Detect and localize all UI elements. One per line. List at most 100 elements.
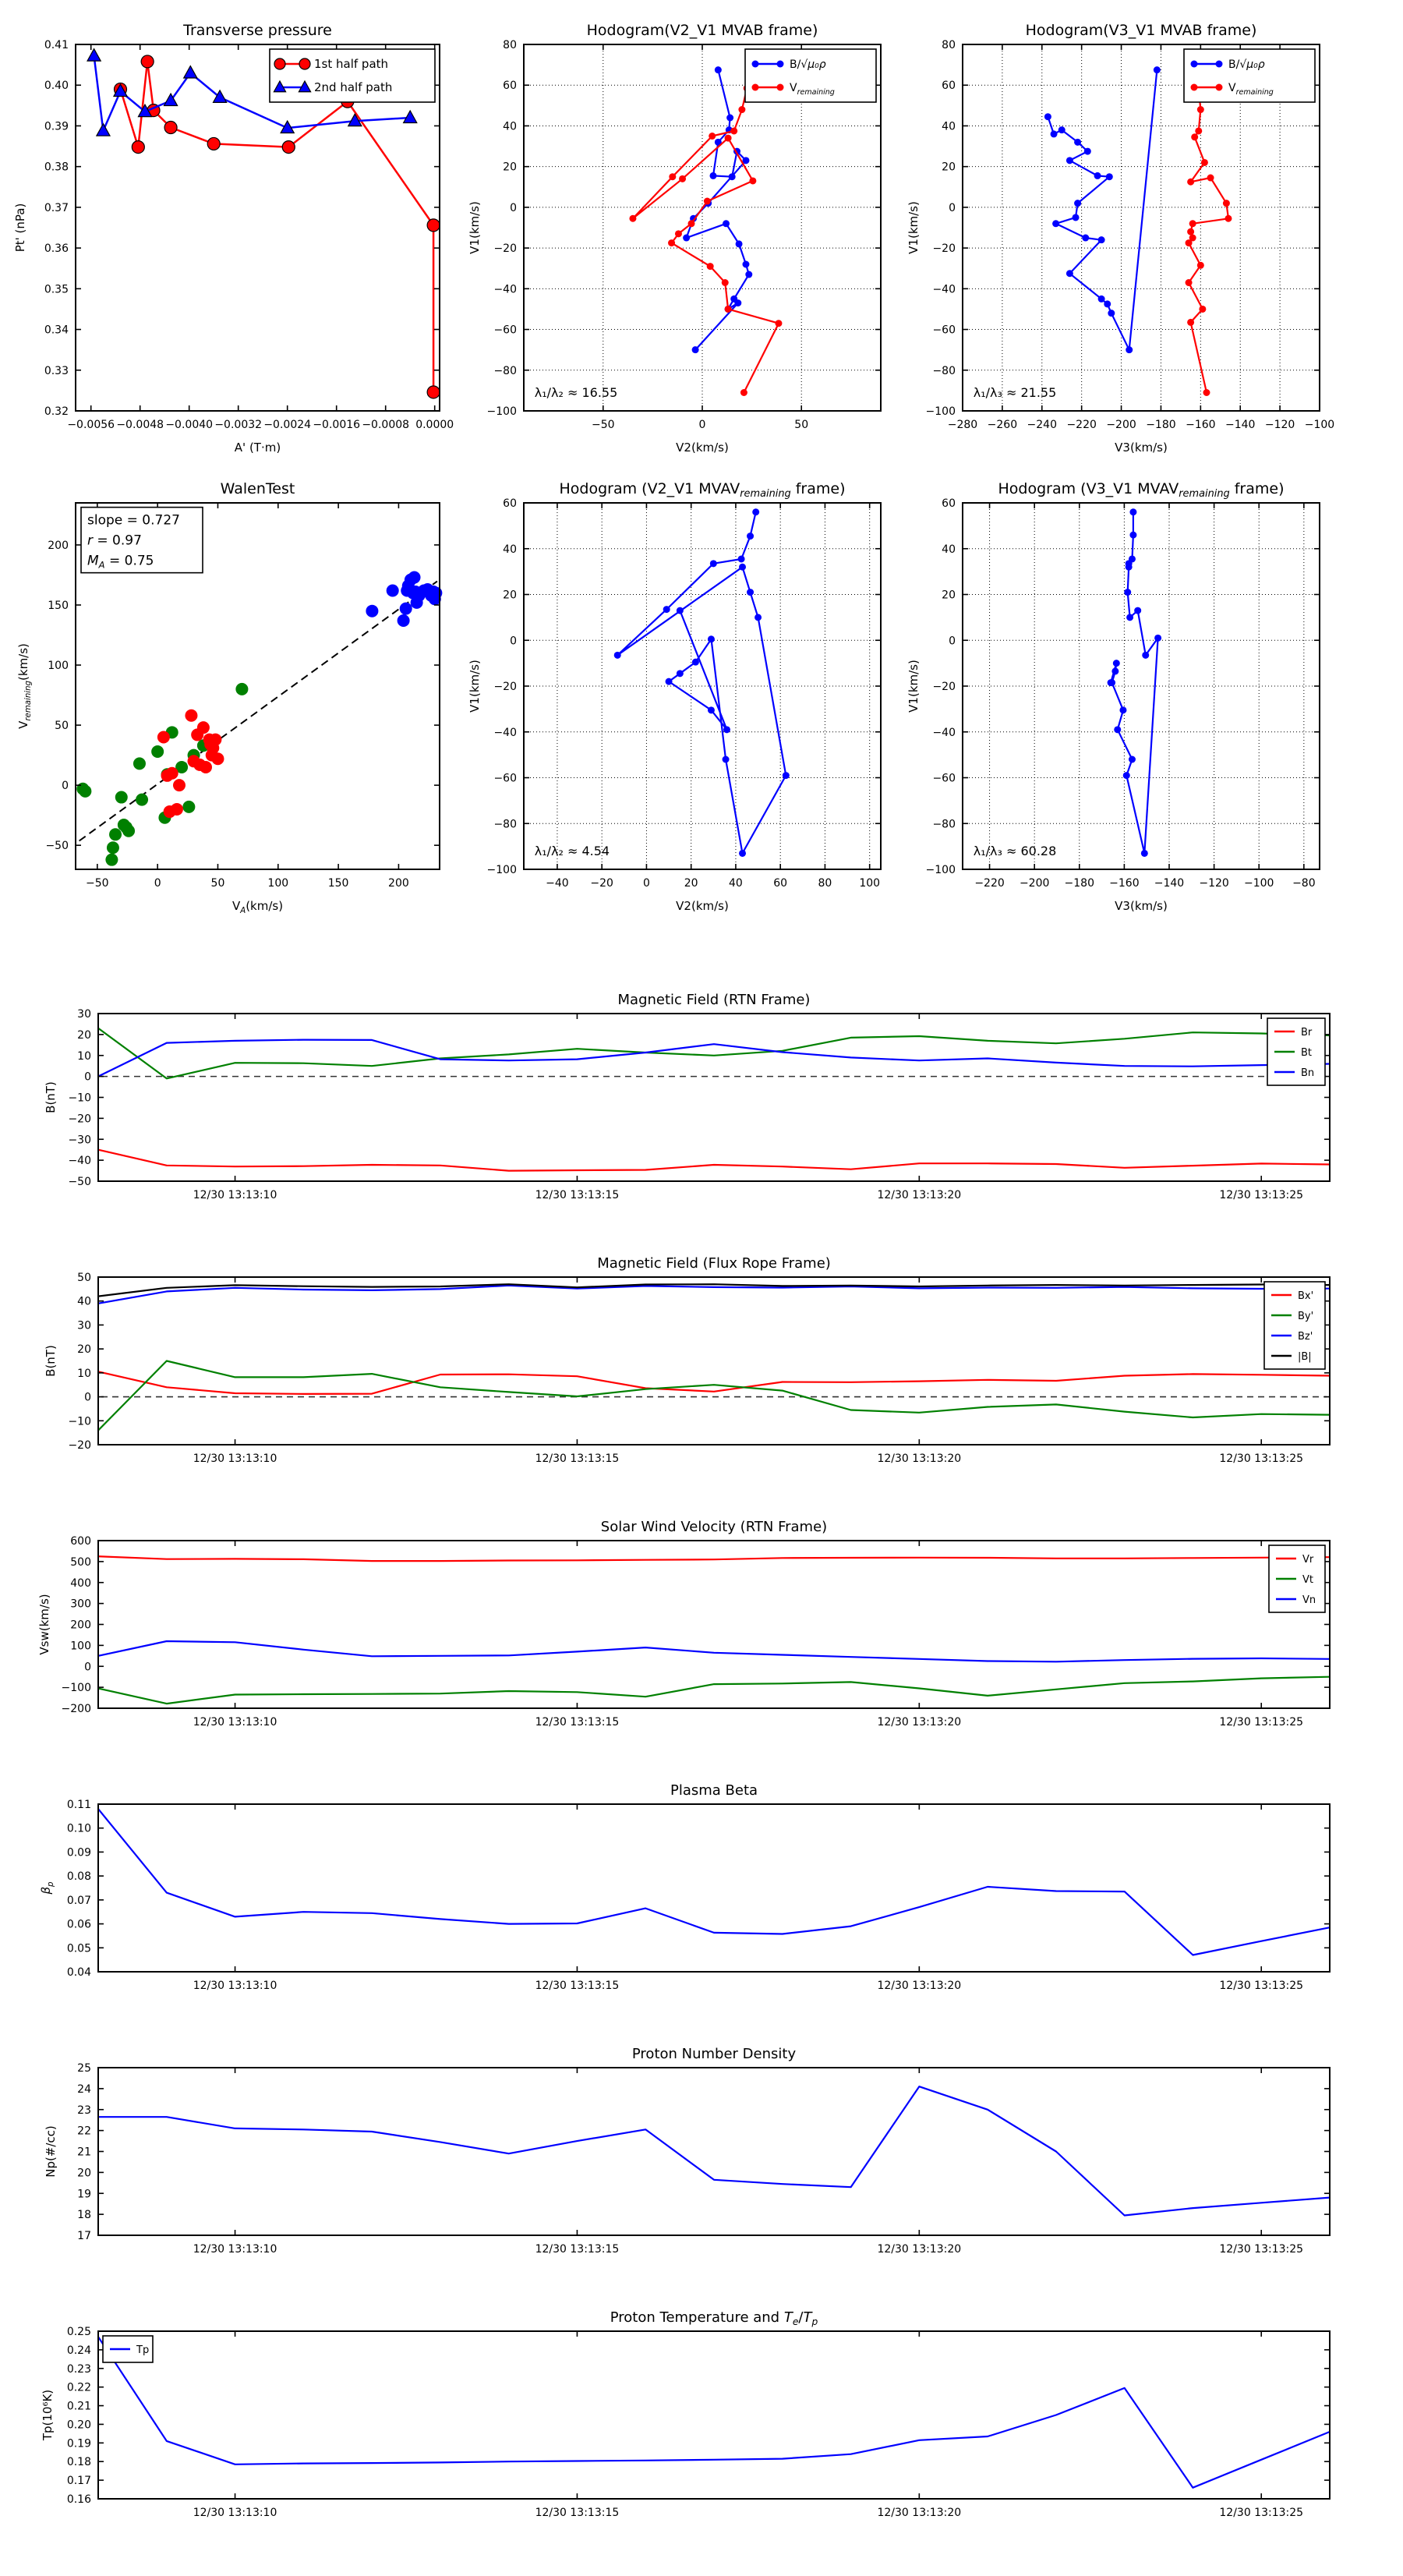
plot-magnetic-field-flux-rope: 12/30 13:13:10 12/30 13:13:15 12/30 13:13:…: [44, 1255, 1331, 1465]
svg-text:60: 60: [503, 497, 517, 510]
series-fit-slope-0-727: [79, 580, 438, 842]
svg-text:MA = 0.75: MA = 0.75: [87, 554, 154, 571]
plot-title: Proton Number Density: [632, 2046, 797, 2062]
series--b-: [97, 1283, 1331, 1297]
svg-text:80: 80: [503, 39, 517, 51]
svg-text:−80: −80: [493, 365, 517, 377]
svg-text:−40: −40: [546, 877, 569, 890]
series-mid-points: [157, 709, 224, 819]
svg-text:60: 60: [942, 80, 956, 92]
svg-text:30: 30: [77, 1319, 91, 1332]
lambda-ratio-annotation: λ₁/λ₂ ≈ 4.54: [535, 844, 610, 858]
legend: Vr Vt Vn: [1268, 1545, 1326, 1613]
lambda-ratio-annotation: λ₁/λ₂ ≈ 16.55: [535, 385, 618, 400]
series-b-sqrt-mu0-rho-: [1044, 66, 1161, 354]
plot-title: Plasma Beta: [670, 1782, 758, 1799]
svg-text:−80: −80: [493, 818, 517, 830]
svg-text:0: 0: [62, 780, 69, 792]
lambda-ratio-annotation: λ₁/λ₃ ≈ 60.28: [974, 844, 1057, 858]
ticks: [98, 2067, 1330, 2236]
svg-text:0.11: 0.11: [67, 1799, 91, 1811]
svg-text:−50: −50: [86, 877, 109, 890]
svg-text:20: 20: [77, 1029, 91, 1042]
svg-text:12/30 13:13:10: 12/30 13:13:10: [193, 2243, 277, 2256]
svg-text:0.17: 0.17: [67, 2475, 91, 2487]
svg-text:80: 80: [942, 39, 956, 51]
tick-labels: −40 −20 0 20 40 60 80 100 −100 −80 −60 −40 −20 0 20 40 6…: [487, 497, 881, 890]
svg-text:12/30 13:13:15: 12/30 13:13:15: [535, 1716, 620, 1729]
svg-text:−140: −140: [1154, 877, 1184, 890]
plot-title: WalenTest: [221, 480, 295, 497]
svg-text:0.22: 0.22: [67, 2382, 91, 2394]
svg-text:−40: −40: [68, 1155, 91, 1167]
plot-hodogram-v3v1-mvav: −220 −200 −180 −160 −140 −120 −100 −80−100−80−6…: [906, 480, 1320, 913]
svg-text:20: 20: [684, 877, 698, 890]
svg-text:12/30 13:13:25: 12/30 13:13:25: [1219, 1980, 1303, 1992]
svg-text:−200: −200: [1106, 419, 1136, 431]
plot-magnetic-field-rtn: 12/30 13:13:10 12/30 13:13:15 12/30 13:13:…: [44, 992, 1331, 1201]
svg-text:0.40: 0.40: [44, 80, 69, 92]
tick-labels: −220 −200 −180 −160 −140 −120 −100 −80−100−80−6…: [926, 497, 1316, 890]
series-bx-: [97, 1371, 1331, 1396]
plot-transverse-pressure: −0.0056 −0.0048 −0.0040 −0.0032 −0.0024 −0.00…: [13, 22, 454, 455]
svg-text:0.06: 0.06: [67, 1919, 91, 1931]
svg-text:−0.0016: −0.0016: [313, 419, 360, 431]
svg-text:40: 40: [729, 877, 743, 890]
svg-text:Vremaining: Vremaining: [1228, 82, 1274, 97]
svg-text:200: 200: [48, 540, 69, 552]
svg-text:25: 25: [77, 2062, 91, 2075]
svg-text:−160: −160: [1109, 877, 1139, 890]
svg-text:slope = 0.727: slope = 0.727: [87, 513, 180, 529]
ticks: [98, 1276, 1330, 1445]
svg-text:−100: −100: [487, 405, 517, 418]
x-axis-label: VA(km/s): [232, 899, 283, 915]
grid: [963, 44, 1320, 411]
svg-text:−200: −200: [1020, 877, 1049, 890]
svg-text:0.36: 0.36: [44, 242, 69, 255]
series-br: [97, 1148, 1331, 1172]
svg-text:−20: −20: [590, 877, 613, 890]
grid: [524, 503, 881, 869]
tick-labels: 12/30 13:13:10 12/30 13:13:15 12/30 13:13:…: [77, 2062, 1303, 2256]
y-axis-label: V1(km/s): [906, 660, 921, 713]
svg-text:600: 600: [70, 1535, 91, 1548]
plot-proton-number-density: 12/30 13:13:10 12/30 13:13:15 12/30 13:13:…: [44, 2046, 1331, 2256]
svg-text:−0.0008: −0.0008: [362, 419, 409, 431]
svg-text:0.10: 0.10: [67, 1823, 91, 1835]
svg-text:100: 100: [859, 877, 880, 890]
legend: Bx' By' Bz' |B|: [1263, 1281, 1326, 1370]
svg-text:20: 20: [942, 161, 956, 174]
plot-solar-wind-velocity-rtn: 12/30 13:13:10 12/30 13:13:15 12/30 13:13:…: [37, 1519, 1331, 1729]
svg-text:−40: −40: [932, 283, 956, 295]
svg-text:12/30 13:13:15: 12/30 13:13:15: [535, 2507, 620, 2519]
svg-text:12/30 13:13:20: 12/30 13:13:20: [877, 1980, 961, 1992]
svg-text:22: 22: [77, 2125, 91, 2138]
svg-text:Tp: Tp: [136, 2344, 149, 2356]
svg-text:40: 40: [503, 543, 517, 556]
svg-text:17: 17: [77, 2230, 91, 2242]
plot-title: Transverse pressure: [182, 22, 332, 39]
svg-text:40: 40: [942, 543, 956, 556]
svg-text:−0.0048: −0.0048: [116, 419, 164, 431]
svg-text:50: 50: [77, 1272, 91, 1284]
plot-title: Hodogram(V3_V1 MVAB frame): [1026, 22, 1257, 39]
legend: 1st half path 2nd half path: [269, 48, 436, 103]
svg-text:By': By': [1298, 1311, 1313, 1322]
svg-text:−20: −20: [932, 681, 956, 693]
svg-text:12/30 13:13:10: 12/30 13:13:10: [193, 1716, 277, 1729]
svg-text:500: 500: [70, 1556, 91, 1569]
series-np: [98, 2086, 1331, 2217]
svg-text:Vt: Vt: [1302, 1574, 1313, 1586]
svg-text:0: 0: [510, 635, 517, 647]
y-axis-label: Vremaining(km/s): [16, 643, 33, 729]
svg-text:40: 40: [77, 1296, 91, 1308]
svg-text:Bn: Bn: [1301, 1067, 1314, 1079]
svg-text:24: 24: [77, 2083, 91, 2096]
ticks: [963, 502, 1320, 870]
svg-text:0.37: 0.37: [44, 202, 69, 214]
svg-text:0.34: 0.34: [44, 324, 69, 337]
ticks: [962, 44, 1320, 412]
svg-text:|B|: |B|: [1298, 1351, 1312, 1363]
svg-text:−20: −20: [68, 1113, 91, 1125]
